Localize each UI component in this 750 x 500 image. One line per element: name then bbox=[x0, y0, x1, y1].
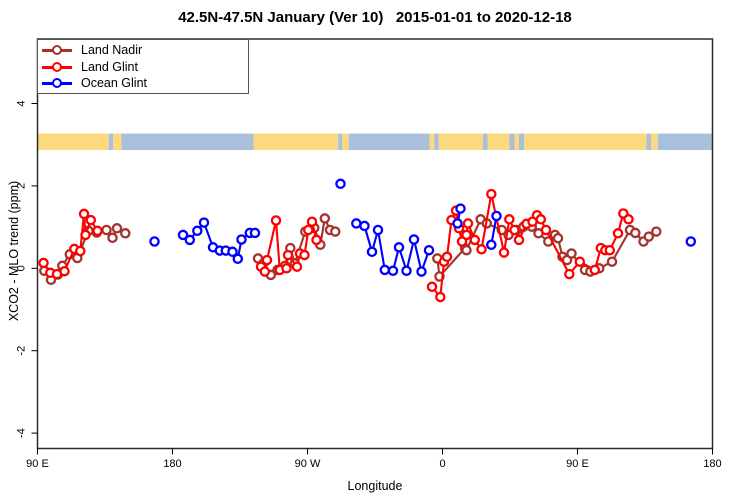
svg-text:0: 0 bbox=[439, 458, 445, 470]
legend-label: Ocean Glint bbox=[81, 75, 148, 90]
legend-item-land-glint: Land Glint bbox=[38, 59, 248, 75]
svg-text:4: 4 bbox=[16, 100, 28, 106]
svg-text:0: 0 bbox=[16, 265, 28, 271]
series-land-glint bbox=[38, 188, 634, 303]
legend-item-ocean-glint: Ocean Glint bbox=[38, 75, 248, 91]
svg-text:2: 2 bbox=[16, 183, 28, 189]
svg-text:90 E: 90 E bbox=[566, 458, 589, 470]
x-axis-ticks: 90 E 180 90 W 0 90 E 180 bbox=[26, 448, 722, 470]
svg-text:-4: -4 bbox=[16, 428, 28, 438]
svg-text:-2: -2 bbox=[16, 346, 28, 356]
series-ocean-glint bbox=[149, 178, 697, 277]
svg-text:90 E: 90 E bbox=[26, 458, 49, 470]
plot-border bbox=[36, 38, 714, 450]
chart-legend: Land Nadir Land Glint Ocean Glint bbox=[37, 39, 249, 94]
land-glint-marker-icon bbox=[42, 61, 72, 73]
legend-item-land-nadir: Land Nadir bbox=[38, 42, 248, 58]
svg-text:90 W: 90 W bbox=[295, 458, 321, 470]
legend-label: Land Glint bbox=[81, 59, 138, 74]
legend-label: Land Nadir bbox=[81, 43, 143, 58]
svg-text:180: 180 bbox=[703, 458, 721, 470]
y-axis-label: XCO2 - MLO trend (ppm) bbox=[7, 180, 21, 322]
world-map-band bbox=[37, 133, 713, 151]
chart-title: 42.5N-47.5N January (Ver 10) 2015-01-01 … bbox=[178, 9, 572, 26]
y-axis-ticks: 4 2 0 -2 -4 bbox=[16, 100, 38, 438]
ocean-glint-marker-icon bbox=[42, 77, 72, 89]
svg-text:180: 180 bbox=[163, 458, 181, 470]
land-nadir-marker-icon bbox=[42, 44, 72, 56]
x-axis-label: Longitude bbox=[347, 479, 403, 493]
